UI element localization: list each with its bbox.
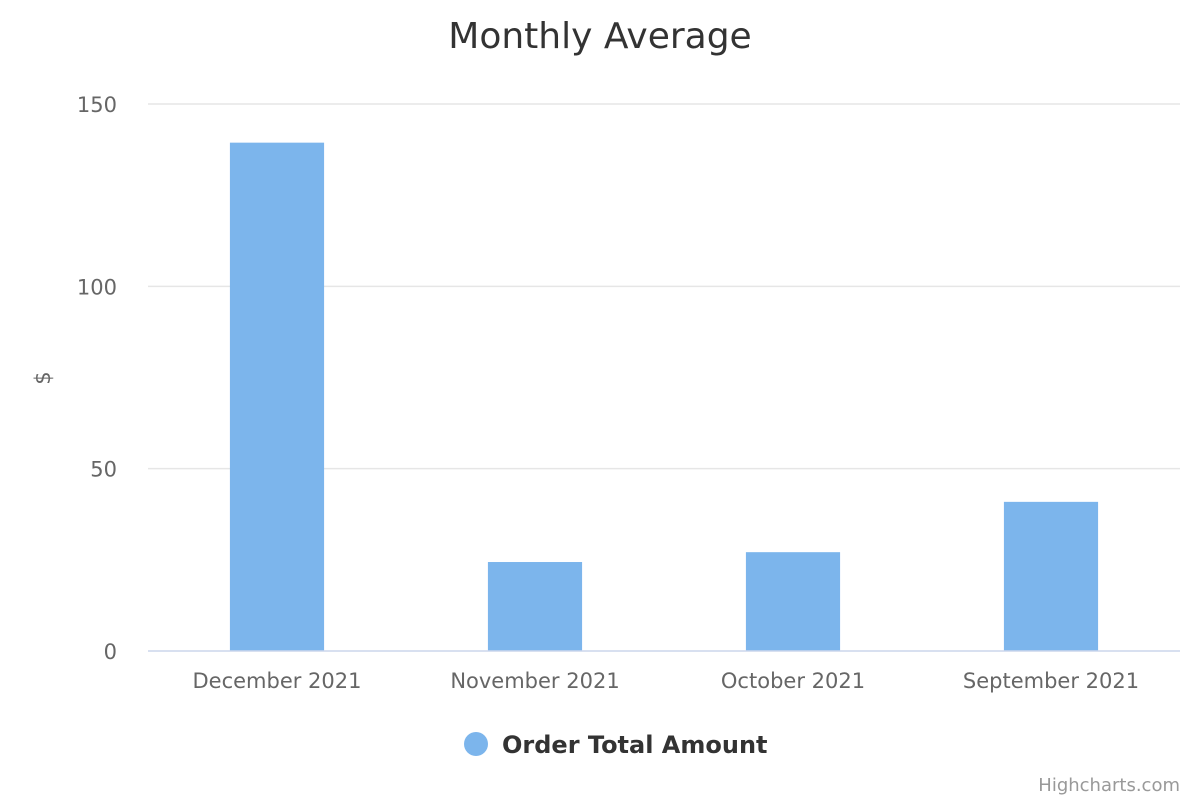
credits-link[interactable]: Highcharts.com — [1038, 775, 1180, 796]
x-tick-label: December 2021 — [192, 669, 361, 693]
x-tick-label: November 2021 — [450, 669, 619, 693]
y-tick-label: 100 — [77, 275, 117, 299]
chart-title: Monthly Average — [448, 16, 751, 57]
bar[interactable] — [487, 562, 583, 651]
legend-marker-icon — [464, 732, 488, 756]
x-tick-label: September 2021 — [963, 669, 1139, 693]
bar[interactable] — [229, 142, 325, 651]
y-tick-label: 150 — [77, 93, 117, 117]
bar[interactable] — [745, 552, 841, 651]
bars — [229, 142, 1099, 651]
y-tick-label: 0 — [104, 640, 117, 664]
y-axis-title: $ — [31, 371, 55, 384]
y-tick-label: 50 — [90, 458, 117, 482]
x-tick-label: October 2021 — [721, 669, 865, 693]
legend[interactable]: Order Total Amount — [464, 731, 768, 759]
bar[interactable] — [1003, 501, 1099, 651]
x-tick-labels: December 2021 November 2021 October 2021 Se… — [192, 669, 1139, 693]
legend-item-label[interactable]: Order Total Amount — [502, 731, 768, 759]
y-tick-labels: 0 50 100 150 — [77, 93, 117, 664]
